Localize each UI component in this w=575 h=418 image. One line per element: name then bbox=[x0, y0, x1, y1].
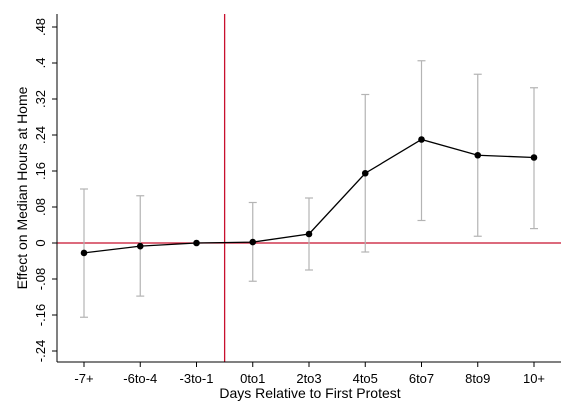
x-tick-label: -3to-1 bbox=[180, 371, 214, 386]
data-point-4to5 bbox=[361, 169, 369, 177]
x-tick-label: 6to7 bbox=[409, 371, 434, 386]
y-axis-title: Effect on Median Hours at Home bbox=[14, 86, 30, 289]
y-tick-label: .4 bbox=[33, 58, 48, 69]
data-point--3to-1 bbox=[193, 239, 200, 247]
x-tick-label: 4to5 bbox=[353, 371, 378, 386]
data-point-10+ bbox=[530, 154, 538, 161]
y-tick-label: -.16 bbox=[33, 304, 48, 326]
y-tick-label: -.24 bbox=[33, 340, 48, 362]
data-point-0to1 bbox=[249, 238, 257, 246]
plot-area bbox=[57, 14, 561, 362]
x-tick-label: 8to9 bbox=[465, 371, 490, 386]
data-point--7+ bbox=[80, 249, 88, 257]
y-tick-label: .32 bbox=[33, 90, 48, 108]
axes: -.24 -.16 -.08 0 .08 .16 .24 .32 .4 .48 -7+ -6to-4 -… bbox=[33, 14, 561, 386]
x-tick-label: 2to3 bbox=[296, 371, 321, 386]
x-tick-label: -7+ bbox=[74, 371, 93, 386]
x-axis-title: Days Relative to First Protest bbox=[219, 385, 400, 401]
data-point-8to9 bbox=[474, 151, 482, 159]
x-tick-label: 10+ bbox=[523, 371, 545, 386]
y-tick-label: .24 bbox=[33, 126, 48, 144]
y-tick-label: 0 bbox=[33, 239, 48, 246]
y-tick-label: -.08 bbox=[33, 268, 48, 290]
data-point-2to3 bbox=[305, 230, 313, 238]
x-tick-label: -6to-4 bbox=[123, 371, 157, 386]
y-tick-label: .16 bbox=[33, 162, 48, 180]
y-tick-label: .08 bbox=[33, 198, 48, 216]
data-point--6to-4 bbox=[136, 242, 144, 250]
x-tick-label: 0to1 bbox=[240, 371, 265, 386]
data-point-6to7 bbox=[418, 136, 425, 143]
y-tick-label: .48 bbox=[33, 18, 48, 36]
